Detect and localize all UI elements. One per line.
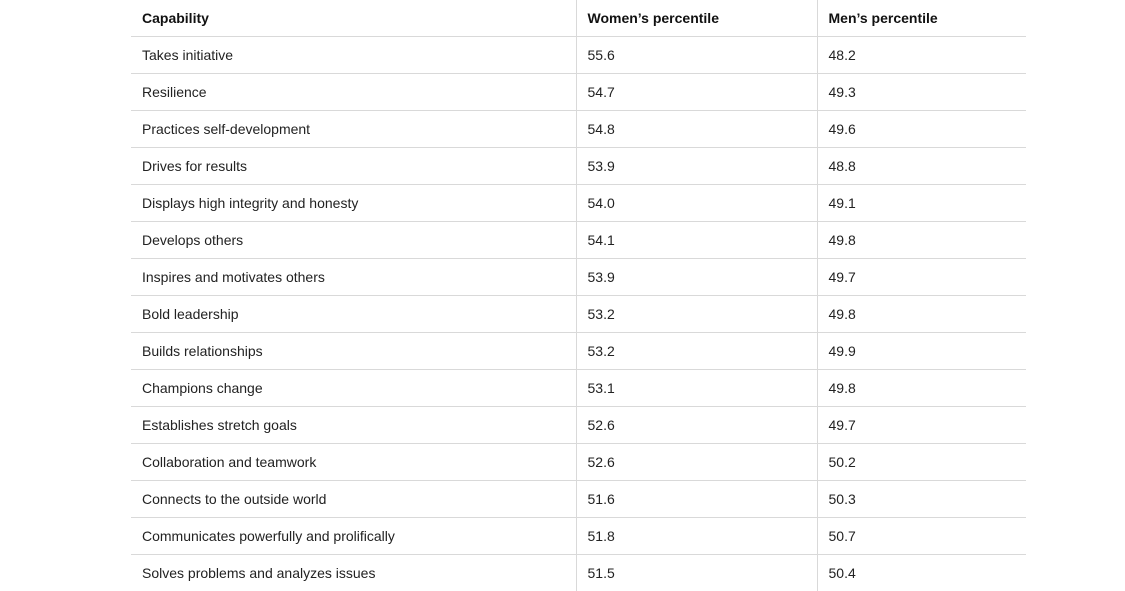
womens-percentile-cell: 53.2: [576, 296, 817, 333]
table-row: Champions change 53.1 49.8: [131, 370, 1026, 407]
mens-percentile-cell: 49.3: [817, 74, 1026, 111]
capability-cell: Establishes stretch goals: [131, 407, 576, 444]
table-row: Establishes stretch goals 52.6 49.7: [131, 407, 1026, 444]
table-row: Inspires and motivates others 53.9 49.7: [131, 259, 1026, 296]
table-row: Communicates powerfully and prolifically…: [131, 518, 1026, 555]
womens-percentile-cell: 53.9: [576, 148, 817, 185]
column-header-capability: Capability: [131, 0, 576, 37]
womens-percentile-cell: 55.6: [576, 37, 817, 74]
table-row: Takes initiative 55.6 48.2: [131, 37, 1026, 74]
capability-cell: Displays high integrity and honesty: [131, 185, 576, 222]
mens-percentile-cell: 49.7: [817, 407, 1026, 444]
mens-percentile-cell: 50.3: [817, 481, 1026, 518]
womens-percentile-cell: 52.6: [576, 444, 817, 481]
capability-cell: Resilience: [131, 74, 576, 111]
capability-table-container: Capability Women’s percentile Men’s perc…: [131, 0, 1026, 591]
womens-percentile-cell: 53.2: [576, 333, 817, 370]
womens-percentile-cell: 53.1: [576, 370, 817, 407]
capability-cell: Collaboration and teamwork: [131, 444, 576, 481]
table-header-row: Capability Women’s percentile Men’s perc…: [131, 0, 1026, 37]
mens-percentile-cell: 49.1: [817, 185, 1026, 222]
table-row: Develops others 54.1 49.8: [131, 222, 1026, 259]
capability-cell: Solves problems and analyzes issues: [131, 555, 576, 591]
capability-cell: Builds relationships: [131, 333, 576, 370]
mens-percentile-cell: 49.6: [817, 111, 1026, 148]
table-row: Practices self-development 54.8 49.6: [131, 111, 1026, 148]
mens-percentile-cell: 49.8: [817, 370, 1026, 407]
capability-cell: Takes initiative: [131, 37, 576, 74]
table-row: Displays high integrity and honesty 54.0…: [131, 185, 1026, 222]
table-row: Drives for results 53.9 48.8: [131, 148, 1026, 185]
column-header-womens-percentile: Women’s percentile: [576, 0, 817, 37]
womens-percentile-cell: 52.6: [576, 407, 817, 444]
table-row: Bold leadership 53.2 49.8: [131, 296, 1026, 333]
womens-percentile-cell: 51.6: [576, 481, 817, 518]
capability-cell: Drives for results: [131, 148, 576, 185]
capability-cell: Communicates powerfully and prolifically: [131, 518, 576, 555]
womens-percentile-cell: 51.5: [576, 555, 817, 591]
mens-percentile-cell: 50.4: [817, 555, 1026, 591]
womens-percentile-cell: 53.9: [576, 259, 817, 296]
capability-cell: Bold leadership: [131, 296, 576, 333]
mens-percentile-cell: 48.8: [817, 148, 1026, 185]
capability-cell: Practices self-development: [131, 111, 576, 148]
womens-percentile-cell: 54.8: [576, 111, 817, 148]
womens-percentile-cell: 51.8: [576, 518, 817, 555]
capability-percentile-table: Capability Women’s percentile Men’s perc…: [131, 0, 1026, 591]
table-row: Solves problems and analyzes issues 51.5…: [131, 555, 1026, 591]
column-header-mens-percentile: Men’s percentile: [817, 0, 1026, 37]
mens-percentile-cell: 49.8: [817, 296, 1026, 333]
mens-percentile-cell: 48.2: [817, 37, 1026, 74]
mens-percentile-cell: 50.7: [817, 518, 1026, 555]
mens-percentile-cell: 49.7: [817, 259, 1026, 296]
capability-cell: Develops others: [131, 222, 576, 259]
table-row: Collaboration and teamwork 52.6 50.2: [131, 444, 1026, 481]
table-row: Connects to the outside world 51.6 50.3: [131, 481, 1026, 518]
table-row: Builds relationships 53.2 49.9: [131, 333, 1026, 370]
womens-percentile-cell: 54.1: [576, 222, 817, 259]
womens-percentile-cell: 54.7: [576, 74, 817, 111]
mens-percentile-cell: 50.2: [817, 444, 1026, 481]
mens-percentile-cell: 49.8: [817, 222, 1026, 259]
table-row: Resilience 54.7 49.3: [131, 74, 1026, 111]
capability-cell: Champions change: [131, 370, 576, 407]
womens-percentile-cell: 54.0: [576, 185, 817, 222]
capability-cell: Connects to the outside world: [131, 481, 576, 518]
mens-percentile-cell: 49.9: [817, 333, 1026, 370]
capability-cell: Inspires and motivates others: [131, 259, 576, 296]
